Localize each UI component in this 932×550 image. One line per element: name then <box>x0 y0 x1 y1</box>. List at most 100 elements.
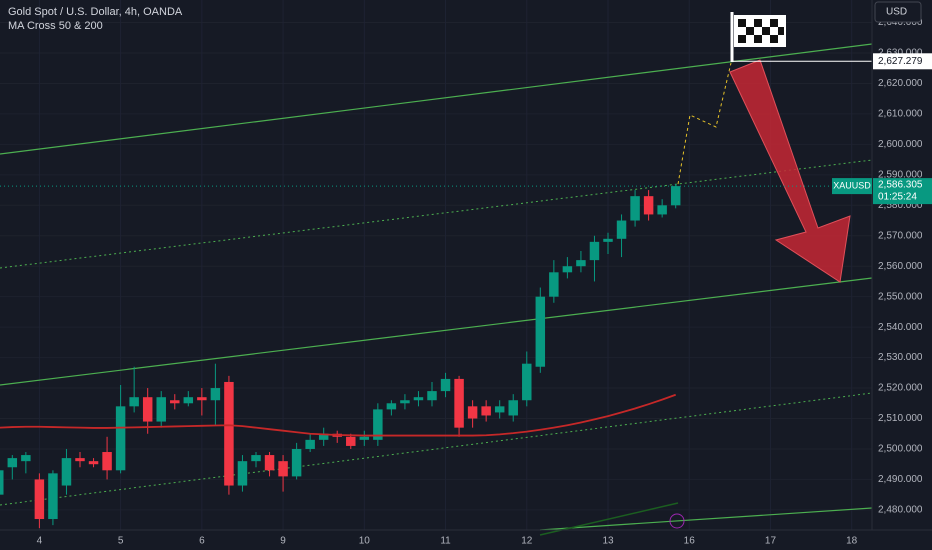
candle-body <box>88 461 99 465</box>
candle-body <box>413 397 424 401</box>
candle-body <box>264 455 275 471</box>
y-tick-label: 2,620.000 <box>878 78 923 89</box>
y-tick-label: 2,640.000 <box>878 17 923 28</box>
target-price-label: 2,627.279 <box>878 56 923 67</box>
y-tick-label: 2,480.000 <box>878 505 923 516</box>
price-axis <box>872 0 932 550</box>
candle-body <box>522 363 532 401</box>
target-tag <box>873 53 932 70</box>
candle-body <box>440 378 451 392</box>
candle-body <box>427 391 437 401</box>
ma-line <box>0 393 676 437</box>
candle-body <box>346 436 356 446</box>
candle-body <box>75 458 85 462</box>
y-tick-label: 2,610.000 <box>878 109 923 120</box>
candle-body <box>670 186 681 206</box>
candle-body <box>197 397 207 401</box>
candle-body <box>616 220 627 239</box>
price-tag <box>873 178 932 205</box>
candle-body <box>115 406 126 471</box>
candle-body <box>251 455 261 462</box>
candle-body <box>481 406 491 416</box>
candle-body <box>156 397 166 422</box>
x-tick-label: 11 <box>440 536 451 547</box>
finish-flag <box>730 12 786 62</box>
drawings <box>0 12 873 536</box>
x-tick-label: 12 <box>521 536 533 547</box>
candle-body <box>386 403 397 410</box>
candle-body <box>34 479 45 520</box>
currency-label[interactable]: USD <box>886 7 907 18</box>
symbol-tag <box>832 178 872 195</box>
x-tick-label: 17 <box>765 536 777 547</box>
event-icon[interactable] <box>669 513 685 529</box>
y-tick-label: 2,490.000 <box>878 474 923 485</box>
y-tick-label: 2,600.000 <box>878 139 923 150</box>
candle-body <box>183 397 194 404</box>
candle-body <box>7 458 18 468</box>
candle-body <box>170 400 180 404</box>
candle-body <box>562 266 573 273</box>
candle-body <box>589 241 600 261</box>
candle-body <box>210 388 221 401</box>
x-tick-label: 13 <box>602 536 614 547</box>
y-tick-label: 2,580.000 <box>878 200 923 211</box>
candle-body <box>494 406 505 413</box>
candle-body <box>643 196 654 215</box>
y-tick-label: 2,560.000 <box>878 261 923 272</box>
y-tick-label: 2,510.000 <box>878 413 923 424</box>
y-tick-label: 2,590.000 <box>878 169 923 180</box>
candle-body <box>318 433 329 440</box>
x-tick-label: 5 <box>118 536 124 547</box>
currency-button[interactable] <box>874 1 922 23</box>
down-arrow <box>729 59 851 283</box>
channel-mid-line <box>0 392 873 506</box>
candle-body <box>549 272 559 297</box>
axes: 2,480.000 2,490.000 2,500.000 2,510.000 2,52… <box>37 17 932 547</box>
candle-body <box>291 448 302 477</box>
candle-body <box>657 205 667 215</box>
candle-body <box>359 436 370 440</box>
channel-mid-line <box>0 159 873 269</box>
projection-path <box>676 62 732 191</box>
channel-line <box>0 43 873 155</box>
symbol-label: XAUUSD <box>833 180 871 190</box>
x-tick-label: 6 <box>199 536 205 547</box>
chart-title: Gold Spot / U.S. Dollar, 4h, OANDA <box>8 6 183 18</box>
candle-body <box>603 238 613 242</box>
candle-body <box>305 439 315 449</box>
candle-body <box>454 378 464 428</box>
x-tick-label: 16 <box>684 536 696 547</box>
candle-body <box>278 461 288 477</box>
countdown-label: 01:25:24 <box>878 192 917 203</box>
y-tick-label: 2,520.000 <box>878 383 923 394</box>
candle-body <box>467 406 478 419</box>
channel-line <box>0 277 873 386</box>
candle-body <box>373 409 383 440</box>
candle-body <box>576 260 586 267</box>
last-price-label: 2,586.305 <box>878 180 923 191</box>
y-tick-label: 2,570.000 <box>878 230 923 241</box>
candle-body <box>21 455 31 462</box>
x-tick-label: 9 <box>280 536 286 547</box>
plot <box>0 60 872 529</box>
candle-body <box>61 458 72 486</box>
candle-body <box>0 470 4 495</box>
candle-body <box>508 400 518 416</box>
y-tick-label: 2,540.000 <box>878 322 923 333</box>
candle-body <box>129 397 139 407</box>
candle-body <box>237 461 248 486</box>
candle-body <box>102 452 112 471</box>
grid <box>38 0 853 530</box>
y-tick-label: 2,500.000 <box>878 444 923 455</box>
y-tick-label: 2,630.000 <box>878 48 923 59</box>
indicator-label: MA Cross 50 & 200 <box>8 20 103 32</box>
candle-body <box>630 196 640 221</box>
y-tick-label: 2,550.000 <box>878 291 923 302</box>
channel-line <box>539 507 873 531</box>
candle-body <box>48 473 58 520</box>
x-tick-label: 4 <box>37 536 43 547</box>
